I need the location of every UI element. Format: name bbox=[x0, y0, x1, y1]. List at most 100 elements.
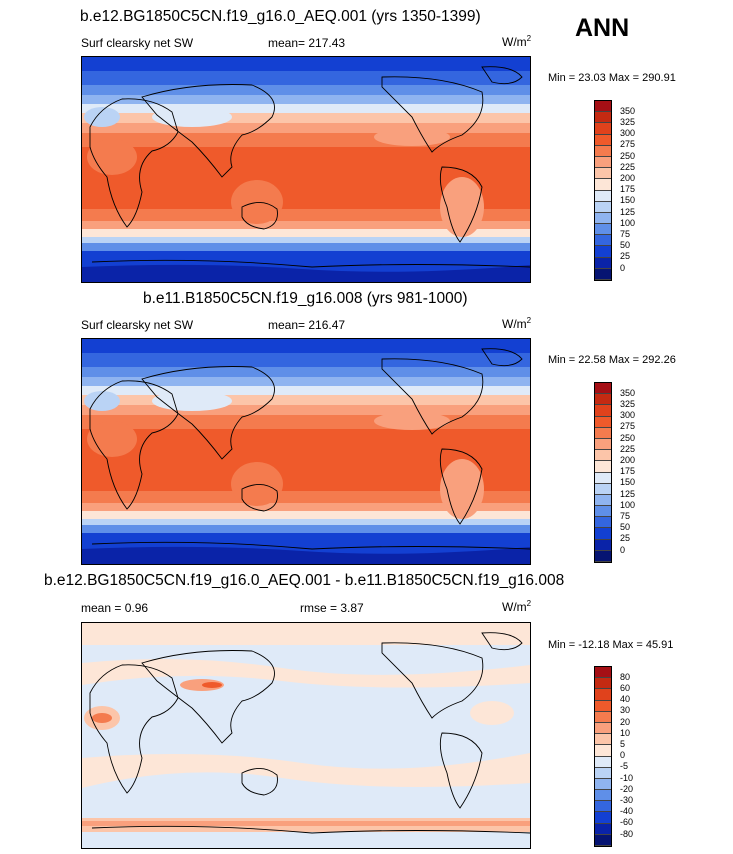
panel-1-field bbox=[82, 57, 530, 282]
panel-2-colorbar-swatch bbox=[595, 506, 611, 518]
panel-1-colorbar-label: 100 bbox=[620, 217, 636, 228]
panel-3-colorbar-swatch bbox=[595, 700, 611, 712]
panel-3-colorbar-swatch bbox=[595, 767, 611, 779]
panel-2-colorbar-label: 75 bbox=[620, 510, 631, 521]
panel-3-colorbar-label: 30 bbox=[620, 705, 631, 716]
panel-3-colorbar-label: -10 bbox=[620, 772, 634, 783]
panel-3-colorbar-label: 60 bbox=[620, 682, 631, 693]
panel-3-colorbar-swatch bbox=[595, 778, 611, 791]
panel-1-colorbar-swatch bbox=[595, 123, 611, 135]
panel-1-colorbar-label: 250 bbox=[620, 150, 636, 161]
panel-1-colorbar-label: 75 bbox=[620, 228, 631, 239]
panel-3-colorbar-swatch bbox=[595, 801, 611, 813]
panel-3-colorbar-swatch bbox=[595, 734, 611, 746]
panel-1-colorbar-label: 275 bbox=[620, 139, 636, 150]
panel-1-colorbar-swatch bbox=[595, 190, 611, 202]
panel-1-colorbar-label: 350 bbox=[620, 105, 636, 116]
panel-1-units: W/m2 bbox=[502, 34, 532, 49]
panel-1-colorbar-label: 325 bbox=[620, 116, 636, 127]
panel-2-colorbar-swatch bbox=[595, 528, 611, 540]
panel-3-colorbar-label: 40 bbox=[620, 694, 631, 705]
panel-2-minmax: Min = 22.58 Max = 292.26 bbox=[548, 354, 676, 366]
panel-2-colorbar-label: 275 bbox=[620, 421, 636, 432]
season-label: ANN bbox=[575, 14, 630, 42]
panel-3-colorbar: 80 60 40 30 20 10 5 0 -5 -10 -20 -30 -40 -60 -80 bbox=[594, 666, 633, 847]
panel-2-colorbar-swatch bbox=[595, 438, 611, 451]
panel-3-colorbar-swatch bbox=[595, 812, 611, 824]
panel-1-colorbar-label: 225 bbox=[620, 161, 636, 172]
panel-1-variable: Surf clearsky net SW bbox=[81, 36, 194, 50]
panel-3-rmse: rmse = 3.87 bbox=[300, 601, 364, 615]
panel-1-colorbar-swatch bbox=[595, 224, 611, 236]
panel-1-colorbar-swatch bbox=[595, 156, 611, 169]
panel-3-colorbar-label: -60 bbox=[620, 817, 634, 828]
panel-3-colorbar-label: -20 bbox=[620, 783, 634, 794]
panel-3-colorbar-swatch bbox=[595, 745, 611, 757]
panel-3-colorbar-label: 10 bbox=[620, 727, 631, 738]
panel-1-minmax: Min = 23.03 Max = 290.91 bbox=[548, 72, 676, 84]
panel-1-mean: mean= 217.43 bbox=[268, 36, 346, 50]
panel-2-colorbar-swatch bbox=[595, 517, 611, 529]
panel-3-colorbar-swatch bbox=[595, 756, 611, 768]
panel-3-colorbar-swatch bbox=[595, 711, 611, 723]
panel-2-colorbar-swatch bbox=[595, 416, 611, 428]
panel-3-field bbox=[82, 623, 530, 848]
panel-2-colorbar-swatch bbox=[595, 461, 611, 473]
panel-2-map bbox=[81, 338, 531, 565]
panel-3-mean: mean = 0.96 bbox=[81, 601, 149, 615]
panel-2-units: W/m2 bbox=[502, 316, 532, 331]
panel-3-colorbar-label: 0 bbox=[620, 750, 626, 761]
panel-2-colorbar-swatch bbox=[595, 539, 611, 551]
panel-1-colorbar-swatch bbox=[595, 212, 611, 225]
panel-3-colorbar-swatch bbox=[595, 689, 611, 701]
panel-3-colorbar-label: 20 bbox=[620, 716, 631, 727]
panel-2-colorbar-swatch bbox=[595, 405, 611, 417]
panel-1-colorbar-swatch bbox=[595, 201, 611, 213]
panel-2-colorbar-swatch bbox=[595, 383, 611, 395]
panel-1-colorbar-label: 200 bbox=[620, 172, 636, 183]
panel-3-colorbar-label: -80 bbox=[620, 828, 634, 839]
panel-1-colorbar-swatch bbox=[595, 145, 611, 157]
panel-1-colorbar-label: 150 bbox=[620, 195, 636, 206]
panel-2-colorbar-label: 325 bbox=[620, 398, 636, 409]
panel-3-colorbar-swatch bbox=[595, 678, 611, 690]
panel-2-colorbar-label: 150 bbox=[620, 477, 636, 488]
panel-3-units: W/m2 bbox=[502, 599, 532, 614]
panel-3-colorbar-swatch bbox=[595, 722, 611, 735]
panel-1-colorbar-swatch bbox=[595, 257, 611, 269]
panel-3-colorbar-swatch bbox=[595, 790, 611, 802]
panel-2-colorbar-swatch bbox=[595, 483, 611, 495]
panel-1-colorbar-label: 50 bbox=[620, 240, 631, 251]
panel-2-colorbar-label: 200 bbox=[620, 454, 636, 465]
panel-1-colorbar-label: 300 bbox=[620, 128, 636, 139]
panel-2-colorbar-label: 175 bbox=[620, 466, 636, 477]
panel-1-colorbar-label: 0 bbox=[620, 262, 626, 273]
panel-3-minmax: Min = -12.18 Max = 45.91 bbox=[548, 639, 674, 651]
panel-1-colorbar: 350 325 300 275 250 225 200 175 150 125 100 75 50 25 0 bbox=[594, 100, 635, 281]
panel-1-colorbar-label: 125 bbox=[620, 206, 636, 217]
panel-3-map bbox=[81, 622, 531, 849]
panel-2-colorbar-label: 50 bbox=[620, 522, 631, 533]
panel-2-colorbar-swatch bbox=[595, 450, 611, 462]
panel-1-colorbar-swatch bbox=[595, 112, 611, 124]
panel-2-colorbar-label: 25 bbox=[620, 533, 631, 544]
panel-3-colorbar-label: -30 bbox=[620, 794, 634, 805]
panel-1-colorbar-label: 25 bbox=[620, 251, 631, 262]
panel-1-colorbar-swatch bbox=[595, 268, 611, 280]
panel-2-colorbar-label: 100 bbox=[620, 499, 636, 510]
panel-2-colorbar-swatch bbox=[595, 550, 611, 562]
panel-2-colorbar-label: 300 bbox=[620, 410, 636, 421]
panel-1-colorbar-swatch bbox=[595, 246, 611, 258]
panel-3-colorbar-swatch bbox=[595, 667, 611, 679]
panel-2-colorbar-swatch bbox=[595, 472, 611, 484]
panel-2-colorbar-swatch bbox=[595, 394, 611, 406]
panel-1-map bbox=[81, 56, 531, 283]
panel-2-mean: mean= 216.47 bbox=[268, 318, 346, 332]
panel-2-colorbar-label: 125 bbox=[620, 488, 636, 499]
panel-3-colorbar-label: -40 bbox=[620, 806, 634, 817]
panel-2-colorbar-label: 350 bbox=[620, 387, 636, 398]
panel-2-colorbar-swatch bbox=[595, 494, 611, 507]
panel-3-colorbar-label: -5 bbox=[620, 761, 629, 772]
panel-2-field bbox=[82, 339, 530, 564]
panel-2-colorbar-label: 0 bbox=[620, 544, 626, 555]
